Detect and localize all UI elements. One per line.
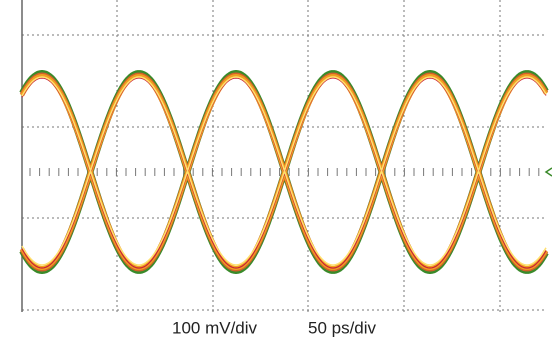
page: {"caption": {"vertical_scale": "100 mV/d…	[0, 0, 552, 344]
horizontal-scale: 50 ps/div	[308, 318, 377, 337]
oscilloscope-screenshot: 100 mV/div 50 ps/div	[0, 0, 552, 344]
vertical-scale: 100 mV/div	[172, 318, 258, 337]
trigger-marker	[546, 168, 552, 176]
screen	[22, 0, 546, 312]
